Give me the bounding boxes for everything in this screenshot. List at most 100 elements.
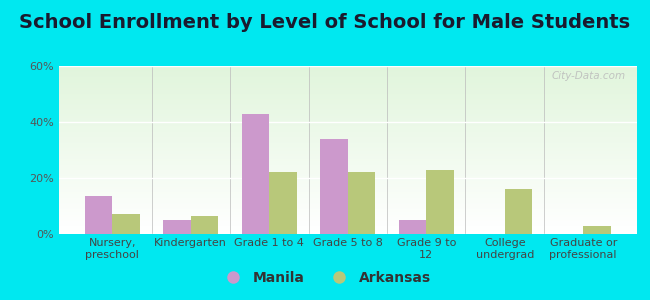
Bar — [58, 185, 637, 186]
Bar — [58, 76, 637, 77]
Bar — [58, 107, 637, 108]
Bar — [58, 221, 637, 222]
Bar — [58, 136, 637, 137]
Bar — [58, 125, 637, 126]
Bar — [58, 192, 637, 193]
Bar — [58, 69, 637, 70]
Bar — [58, 73, 637, 74]
Bar — [58, 233, 637, 234]
Bar — [58, 200, 637, 201]
Bar — [58, 79, 637, 80]
Bar — [58, 219, 637, 220]
Bar — [58, 225, 637, 226]
Bar — [58, 128, 637, 129]
Bar — [58, 74, 637, 75]
Bar — [58, 109, 637, 110]
Bar — [58, 212, 637, 213]
Bar — [269, 172, 297, 234]
Bar — [58, 124, 637, 125]
Bar — [58, 172, 637, 173]
Bar — [58, 141, 637, 142]
Bar — [58, 202, 637, 203]
Bar — [58, 153, 637, 154]
Bar — [58, 113, 637, 114]
Bar — [58, 168, 637, 169]
Bar — [58, 72, 637, 73]
Bar — [58, 78, 637, 79]
Bar — [58, 184, 637, 185]
Bar — [58, 142, 637, 143]
Bar — [348, 172, 375, 234]
Bar — [58, 155, 637, 156]
Bar — [58, 98, 637, 99]
Bar — [58, 178, 637, 179]
Bar — [58, 181, 637, 182]
Bar — [58, 205, 637, 206]
Bar — [58, 165, 637, 166]
Bar — [58, 127, 637, 128]
Bar — [58, 112, 637, 113]
Bar — [58, 150, 637, 151]
Bar — [58, 196, 637, 197]
Bar — [58, 204, 637, 205]
Bar — [58, 224, 637, 225]
Bar — [58, 175, 637, 176]
Bar — [58, 120, 637, 121]
Bar — [58, 80, 637, 81]
Bar — [58, 174, 637, 175]
Bar — [58, 187, 637, 188]
Bar — [58, 81, 637, 82]
Bar — [58, 195, 637, 196]
Bar — [58, 97, 637, 98]
Bar — [58, 93, 637, 94]
Bar — [58, 110, 637, 111]
Bar — [58, 147, 637, 148]
Bar — [58, 227, 637, 228]
Bar — [58, 134, 637, 135]
Bar — [58, 223, 637, 224]
Bar — [58, 130, 637, 131]
Bar — [58, 119, 637, 120]
Bar — [58, 149, 637, 150]
Bar — [58, 146, 637, 147]
Bar — [58, 171, 637, 172]
Bar — [58, 160, 637, 161]
Bar — [58, 188, 637, 189]
Bar — [58, 88, 637, 89]
Bar — [58, 164, 637, 165]
Bar — [58, 95, 637, 96]
Bar — [58, 208, 637, 209]
Bar — [320, 139, 348, 234]
Bar — [58, 176, 637, 177]
Bar — [58, 151, 637, 152]
Bar — [398, 220, 426, 234]
Bar — [58, 90, 637, 91]
Bar — [58, 114, 637, 115]
Text: City-Data.com: City-Data.com — [551, 71, 625, 81]
Bar — [58, 162, 637, 163]
Bar — [426, 169, 454, 234]
Bar — [190, 216, 218, 234]
Bar — [58, 189, 637, 190]
Bar — [58, 167, 637, 168]
Bar — [58, 111, 637, 112]
Bar — [58, 145, 637, 146]
Bar — [58, 154, 637, 155]
Bar — [58, 104, 637, 105]
Bar — [58, 103, 637, 104]
Bar — [58, 199, 637, 200]
Bar — [58, 83, 637, 84]
Bar — [58, 216, 637, 217]
Text: School Enrollment by Level of School for Male Students: School Enrollment by Level of School for… — [20, 14, 630, 32]
Bar — [58, 152, 637, 153]
Bar — [58, 96, 637, 97]
Bar — [58, 101, 637, 102]
Bar — [58, 138, 637, 139]
Bar — [58, 217, 637, 218]
Legend: Manila, Arkansas: Manila, Arkansas — [214, 265, 436, 290]
Bar — [58, 226, 637, 227]
Bar — [58, 118, 637, 119]
Bar — [58, 180, 637, 181]
Bar — [58, 209, 637, 210]
Bar — [58, 166, 637, 167]
